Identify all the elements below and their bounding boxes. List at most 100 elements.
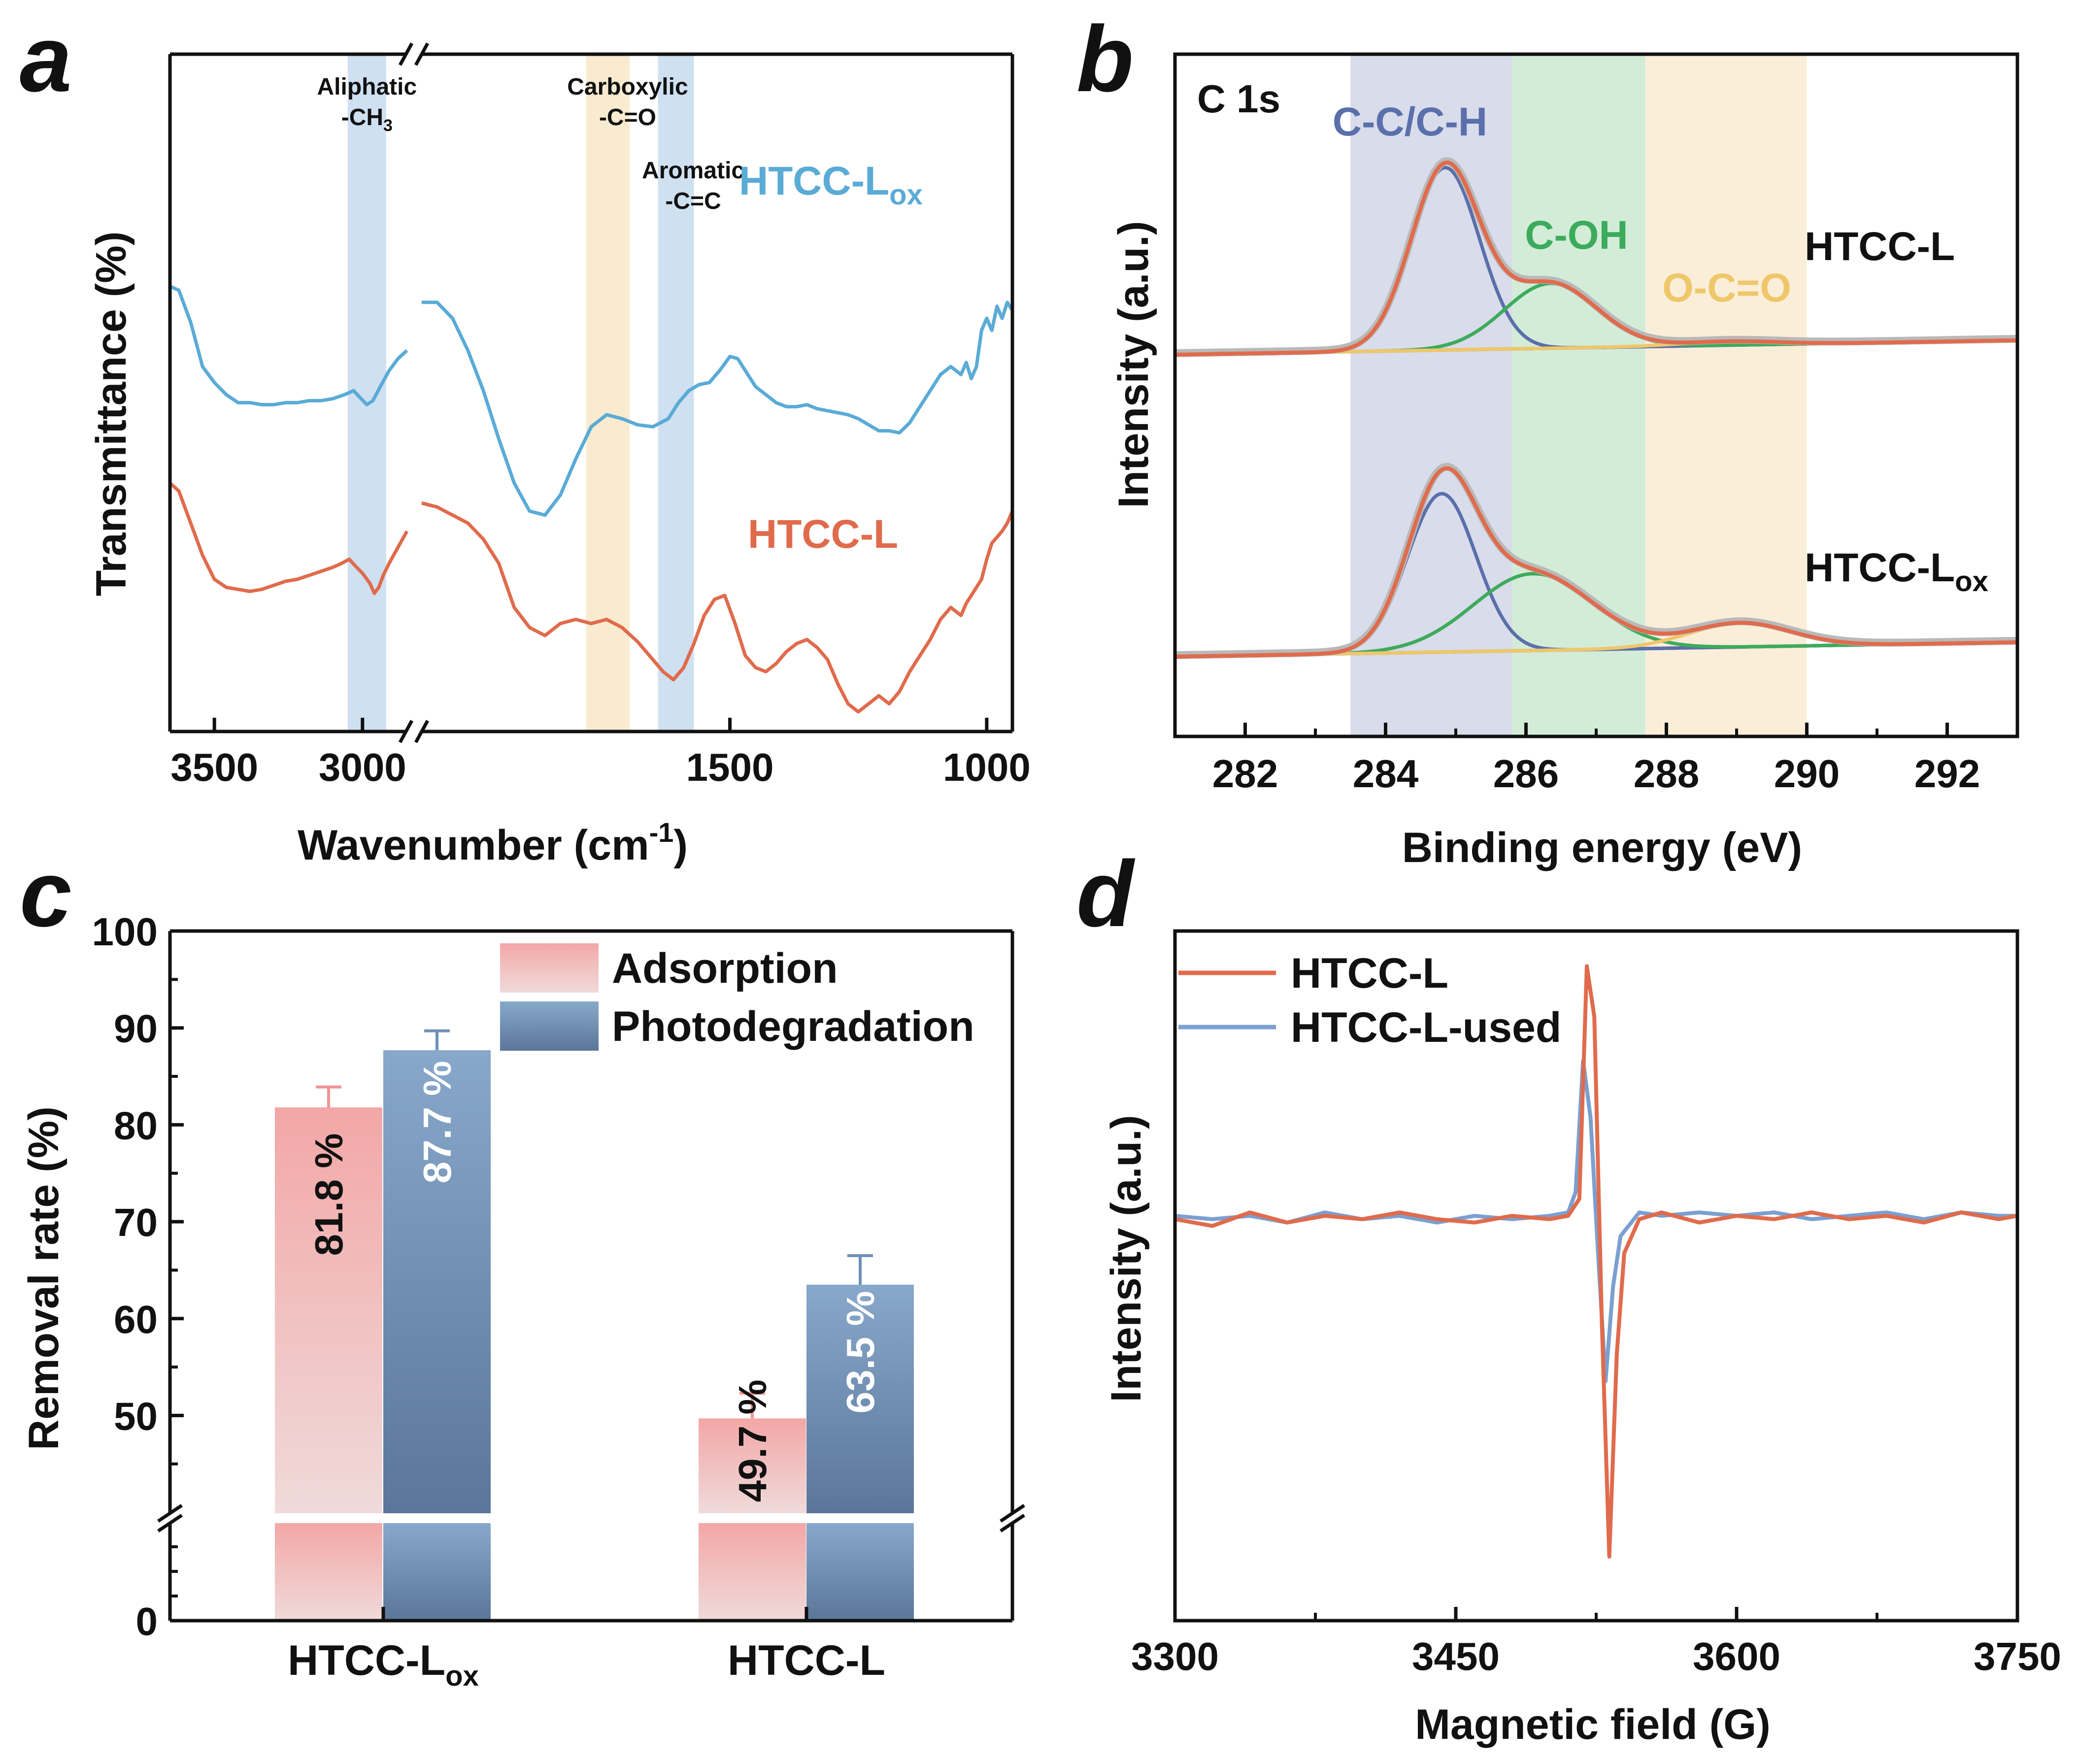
- b-tick-label-288: 288: [1634, 752, 1699, 796]
- d-tick-label-3300: 3300: [1131, 1634, 1219, 1678]
- c-group-label-base-1: HTCC-L: [728, 1637, 885, 1684]
- peak-label-coh: C-OH: [1525, 213, 1628, 258]
- panel-b-xps: 282 284 286 288 290 292 C 1s C-C/C-H C-OH O-C…: [1110, 52, 2019, 871]
- panel-d-ylabel: Intensity (a.u.): [1103, 1115, 1150, 1402]
- panel-c-removal: 81.8 % 49.7 % 87.7 % 63.5 % 0 50 60 70 80 90 100 H…: [20, 910, 1027, 1692]
- a-tick-label-3000: 3000: [319, 745, 406, 789]
- c-ytick-label-90: 90: [114, 1007, 158, 1051]
- bar-label-Photodegradation-1: 63.5 %: [838, 1291, 882, 1413]
- panel-c-ylabel: Removal rate (%): [20, 1106, 67, 1450]
- band-annotation-2-line2: -C=C: [665, 188, 721, 214]
- d-tick-label-3600: 3600: [1693, 1634, 1780, 1678]
- bar-label-Adsorption-0: 81.8 %: [307, 1133, 351, 1256]
- legend-swatch-Photodegradation: [500, 1001, 599, 1051]
- a-break-1-2: [414, 720, 430, 743]
- band-annotation-0-line1: Aliphatic: [317, 74, 417, 100]
- a-tick-label-1500: 1500: [686, 745, 774, 789]
- panel-label-b: b: [1076, 7, 1134, 111]
- panel-c-frame: [155, 929, 1027, 1623]
- b-tick-label-292: 292: [1914, 752, 1980, 796]
- epr-curve-HTCC-L: [1174, 964, 2018, 1559]
- c-ytick-label-0: 0: [136, 1599, 158, 1643]
- panel-a-ticks: 3500 3000 1500 1000: [170, 718, 1031, 789]
- c-ytick-label-50: 50: [114, 1395, 158, 1438]
- panel-c-bars: 81.8 % 49.7 % 87.7 % 63.5 %: [275, 1029, 914, 1621]
- panel-d-curves: [1174, 964, 2018, 1559]
- series-label-htcc-l-xps: HTCC-L: [1805, 224, 1955, 269]
- legend-label-HTCC-L: HTCC-L: [1291, 950, 1448, 997]
- c-group-label-base-0: HTCC-L: [288, 1637, 445, 1684]
- bar-label-Photodegradation-0: 87.7 %: [415, 1061, 459, 1183]
- c-break-mark-0-2: [157, 1514, 183, 1532]
- c-group-label-sub-0: ox: [445, 1660, 479, 1692]
- band-annotation-0-line2: -CH3: [341, 104, 393, 135]
- band-annotation-1-line2: -C=O: [599, 104, 656, 131]
- b-tick-label-286: 286: [1493, 752, 1559, 796]
- c-break-mark-1-1: [1000, 1504, 1025, 1523]
- panel-b-ticks: 282 284 286 288 290 292: [1173, 723, 2019, 796]
- bar-Adsorption-1-upper: [699, 1418, 806, 1513]
- ftir-curve-HTCC-L-seg2: [421, 501, 1014, 714]
- ftir-curve-HTCC-L-seg1: [168, 481, 409, 596]
- b-tick-label-284: 284: [1353, 752, 1419, 796]
- bar-Adsorption-0-upper: [275, 1107, 382, 1513]
- c-ytick-label-100: 100: [92, 910, 158, 954]
- a-tick-label-1000: 1000: [943, 745, 1031, 789]
- panel-a-curves: [168, 284, 1014, 714]
- bar-label-Adsorption-1: 49.7 %: [731, 1379, 774, 1502]
- panel-label-d: d: [1076, 842, 1136, 946]
- ftir-curve-HTCC-Lox-seg2: [422, 300, 1014, 517]
- c-group-label-0: HTCC-Lox: [288, 1637, 479, 1692]
- bar-Photodegradation-0-upper: [383, 1050, 491, 1513]
- legend-label-HTCC-L-used: HTCC-L-used: [1291, 1004, 1561, 1051]
- bar-Adsorption-0-lower: [275, 1523, 382, 1621]
- xps-envelope-HTCC-Lox: [1174, 466, 2018, 659]
- peak-label-oco: O-C=O: [1662, 266, 1791, 310]
- panel-d-legend: HTCC-L HTCC-L-used: [1178, 950, 1561, 1051]
- panel-c-legend: Adsorption Photodegradation: [500, 943, 974, 1051]
- panel-b-curves: [1174, 157, 2018, 659]
- panel-d-xlabel: Magnetic field (G): [1415, 1701, 1770, 1748]
- legend-label-Adsorption: Adsorption: [612, 945, 838, 992]
- series-label-htcc-l: HTCC-L: [748, 512, 898, 557]
- c-ytick-label-80: 80: [114, 1103, 158, 1147]
- panel-b-xlabel: Binding energy (eV): [1402, 824, 1802, 871]
- ftir-curve-HTCC-Lox-seg1: [169, 284, 408, 406]
- panel-d-ticks: 3300 3450 3600 3750: [1131, 1607, 2061, 1678]
- bar-Adsorption-1-lower: [699, 1523, 806, 1621]
- panel-a-band-annotations: Aliphatic -CH3 Carboxylic -C=O Aromatic -C=C: [317, 74, 744, 214]
- legend-label-Photodegradation: Photodegradation: [612, 1003, 974, 1050]
- band-annotation-0-base: -CH: [341, 104, 383, 131]
- panel-d-epr: 3300 3450 3600 3750 HTCC-L HTCC-L-used Magne…: [1103, 929, 2061, 1748]
- series-label-htcc-lox: HTCC-Lox: [739, 159, 923, 211]
- d-tick-label-3450: 3450: [1412, 1634, 1500, 1678]
- panel-a-frame: [168, 42, 1014, 743]
- c-break-mark-0-1: [157, 1504, 183, 1523]
- panel-a-bands: [347, 54, 694, 732]
- panel-b-ylabel: Intensity (a.u.): [1110, 221, 1157, 508]
- c-group-label-1: HTCC-L: [728, 1637, 885, 1684]
- b-tick-label-290: 290: [1774, 752, 1840, 796]
- bar-Photodegradation-1-lower: [806, 1523, 914, 1621]
- panel-label-a: a: [20, 7, 72, 111]
- c-break-mark-1-2: [1000, 1514, 1025, 1532]
- panel-a-ftir: 3500 3000 1500 1000 Aliphatic -CH3 Carboxylic…: [88, 42, 1031, 869]
- c-break-band: [155, 1513, 1027, 1523]
- band-annotation-1-line1: Carboxylic: [567, 74, 688, 100]
- band-annotation-0-sub: 3: [383, 116, 393, 135]
- series-label-htcc-lox-xps: HTCC-Lox: [1805, 545, 1988, 598]
- a-break-0-1: [398, 42, 414, 66]
- peak-label-cc: C-C/C-H: [1333, 100, 1487, 144]
- d-tick-label-3750: 3750: [1974, 1634, 2061, 1678]
- bar-Photodegradation-1-upper: [806, 1284, 914, 1513]
- c-ytick-label-70: 70: [114, 1200, 158, 1244]
- a-break-0-2: [414, 42, 430, 66]
- xps-band-1: [1512, 54, 1645, 736]
- legend-swatch-Adsorption: [500, 943, 599, 993]
- a-break-1-1: [398, 720, 414, 743]
- panel-label-c: c: [20, 842, 72, 946]
- a-tick-label-3500: 3500: [170, 745, 258, 789]
- xps-envelope-HTCC-L: [1174, 161, 2018, 357]
